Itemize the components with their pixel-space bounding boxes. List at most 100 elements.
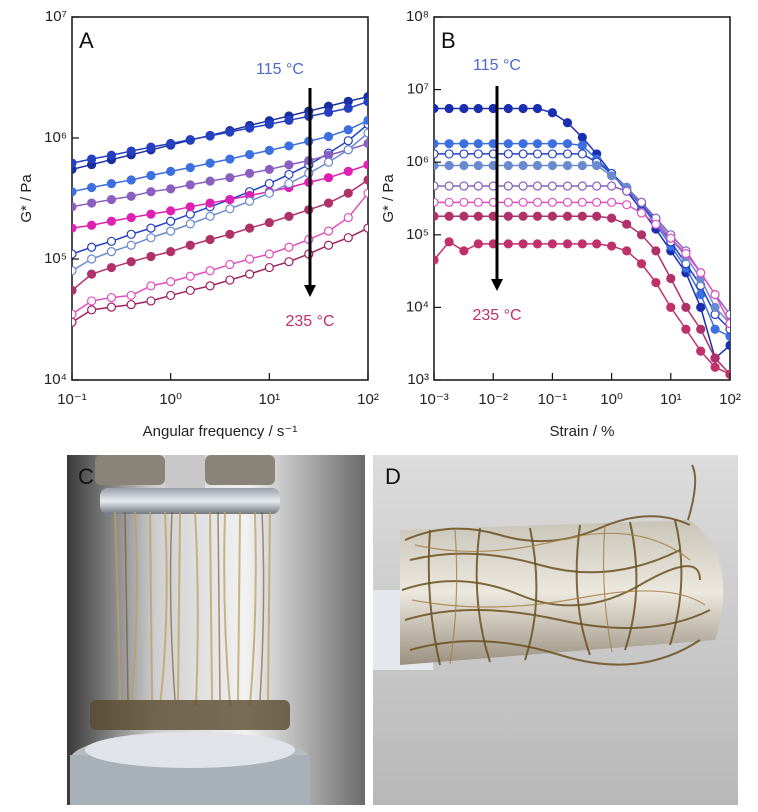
- data-point: [264, 217, 274, 228]
- series-line: [72, 123, 368, 255]
- data-point: [532, 211, 543, 221]
- data-point: [434, 149, 439, 159]
- data-point: [577, 211, 587, 221]
- chart: 10⁻¹ 10⁰ 10¹ 10² 10⁴ 10⁵ 10⁶ 10⁷ Angular frequen…: [18, 8, 379, 440]
- data-point: [459, 139, 469, 149]
- data-point: [126, 257, 136, 267]
- data-point: [225, 154, 235, 164]
- data-point: [166, 277, 176, 287]
- data-point: [126, 146, 136, 156]
- data-point: [87, 154, 97, 164]
- data-point: [606, 241, 617, 251]
- data-point: [185, 202, 195, 212]
- data-point: [503, 181, 513, 191]
- data-point: [577, 160, 587, 171]
- data-point: [434, 139, 439, 149]
- data-point: [146, 170, 156, 181]
- data-point: [87, 198, 97, 208]
- data-point: [577, 197, 587, 207]
- series-line: [72, 192, 368, 315]
- data-point: [532, 160, 543, 171]
- annotation: 115 °C: [473, 57, 521, 74]
- x-tick-label: 10⁻¹: [57, 391, 87, 408]
- x-tick-label: 10⁰: [159, 391, 182, 408]
- panel-label: A: [79, 28, 94, 53]
- x-tick-label: 10¹: [660, 391, 682, 408]
- data-point: [473, 149, 483, 159]
- data-point: [106, 178, 117, 189]
- data-point: [245, 254, 255, 264]
- data-point: [710, 362, 720, 372]
- data-point: [87, 254, 97, 264]
- data-point: [284, 169, 294, 180]
- data-point: [363, 188, 368, 198]
- data-point: [444, 197, 454, 207]
- data-point: [444, 181, 454, 191]
- data-point: [681, 324, 691, 334]
- data-point: [562, 211, 573, 221]
- data-point: [284, 242, 294, 252]
- data-point: [284, 160, 294, 170]
- data-point: [166, 184, 176, 194]
- data-point: [577, 239, 587, 249]
- data-point: [205, 158, 215, 168]
- data-point: [459, 181, 469, 191]
- data-point: [503, 139, 513, 149]
- data-point: [444, 237, 454, 247]
- data-point: [166, 138, 176, 149]
- data-point: [225, 275, 235, 285]
- data-point: [622, 186, 632, 196]
- data-point: [343, 166, 353, 176]
- data-point: [166, 216, 176, 226]
- data-point: [532, 149, 543, 159]
- data-point: [434, 160, 439, 171]
- data-point: [518, 149, 528, 159]
- data-point: [87, 269, 97, 279]
- data-point: [592, 160, 602, 171]
- data-point: [225, 259, 235, 270]
- data-point: [323, 198, 334, 208]
- data-point: [126, 290, 136, 301]
- y-tick-label: 10⁶: [406, 153, 429, 170]
- data-point: [696, 268, 706, 278]
- data-point: [245, 196, 255, 206]
- plot-area: [434, 103, 730, 379]
- data-point: [126, 175, 136, 185]
- data-point: [710, 302, 720, 312]
- data-point: [363, 128, 368, 138]
- x-axis-label: Angular frequency / s⁻¹: [143, 423, 298, 440]
- data-point: [636, 230, 647, 240]
- data-point: [205, 211, 215, 221]
- data-point: [106, 150, 117, 160]
- data-point: [72, 223, 77, 233]
- data-point: [225, 229, 235, 239]
- data-point: [547, 149, 558, 159]
- data-point: [245, 168, 255, 178]
- data-point: [518, 103, 528, 114]
- data-point: [146, 233, 156, 243]
- data-point: [666, 233, 676, 243]
- data-point: [245, 149, 255, 160]
- data-point: [473, 239, 483, 249]
- data-point: [185, 285, 195, 296]
- data-point: [363, 96, 368, 107]
- data-point: [606, 181, 617, 191]
- data-point: [363, 115, 368, 125]
- data-point: [323, 240, 334, 250]
- y-tick-label: 10⁴: [44, 371, 67, 388]
- data-point: [264, 178, 274, 189]
- data-point: [284, 115, 294, 125]
- data-point: [532, 103, 543, 114]
- data-point: [126, 299, 136, 310]
- data-point: [185, 271, 195, 281]
- data-point: [264, 164, 274, 175]
- y-tick-label: 10⁴: [406, 298, 429, 315]
- data-point: [725, 369, 730, 379]
- data-point: [725, 340, 730, 350]
- data-point: [284, 257, 294, 267]
- data-point: [577, 140, 587, 151]
- y-tick-label: 10³: [407, 371, 429, 388]
- data-point: [622, 246, 632, 256]
- series-line: [72, 119, 368, 193]
- data-point: [343, 233, 353, 243]
